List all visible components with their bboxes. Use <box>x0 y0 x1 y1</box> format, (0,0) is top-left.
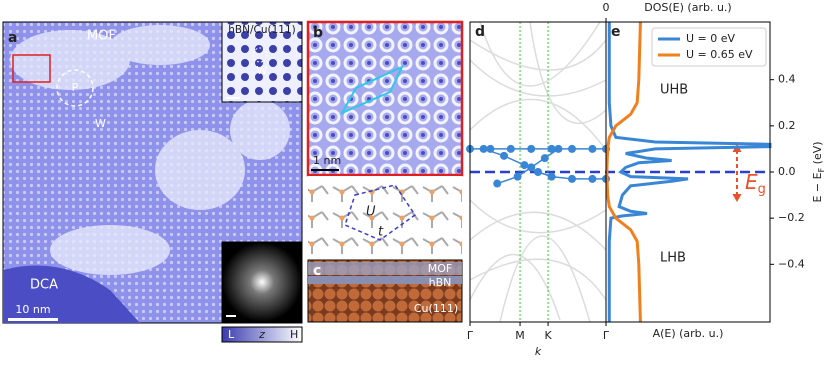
y-tick-label: −0.4 <box>778 257 805 270</box>
panel-label: d <box>475 24 485 40</box>
band-point <box>500 151 508 160</box>
y-axis-label: E − EF (eV) <box>811 141 826 202</box>
scale-label: 1 nm <box>313 154 341 167</box>
axes-frame <box>605 21 771 323</box>
y-tick-label: 0.0 <box>778 165 796 178</box>
top-axis-label: DOS(E) (arb. u.) <box>644 1 731 14</box>
scale-bar <box>8 318 58 321</box>
band-point <box>568 174 576 183</box>
label: MOF <box>428 262 452 275</box>
scale-bar <box>226 315 236 317</box>
hbn-layer <box>308 276 462 284</box>
inset-title: hBN/Cu(111) <box>228 24 295 36</box>
label: MOF <box>87 29 116 44</box>
scale-bar <box>226 97 240 99</box>
panel-b: b 1 nm U t <box>306 20 464 258</box>
band-point <box>547 144 556 153</box>
panel-label: b <box>313 25 323 41</box>
structure <box>308 176 462 258</box>
panel-c: c MOF hBN Cu(111) <box>307 259 463 323</box>
label: Cu(111) <box>414 302 458 315</box>
x-tick-label: K <box>544 329 552 342</box>
gap-main: E <box>745 170 758 194</box>
mof-layer <box>308 262 462 275</box>
y-tick-label: 0.4 <box>778 73 796 86</box>
band-point <box>534 168 542 176</box>
panel-label: c <box>313 263 321 279</box>
y-label-part: (eV) <box>811 141 824 167</box>
panel-a: a MOF P W DCA 10 nm hBN/Cu(111) W L z H <box>2 21 303 343</box>
legend-label: U = 0 eV <box>686 32 736 45</box>
pore-circle <box>56 69 94 107</box>
legend <box>651 27 767 67</box>
unit-cell <box>339 64 405 116</box>
band-point <box>540 154 549 163</box>
panel-label: e <box>611 24 621 40</box>
terraces <box>10 25 290 275</box>
bulk-bands <box>469 21 607 323</box>
colorbar <box>221 326 303 343</box>
colorbar-label: L <box>228 328 235 341</box>
annotation: LHB <box>660 251 686 266</box>
band-point <box>568 144 576 153</box>
label: W <box>95 117 106 130</box>
inset-circle <box>252 47 268 63</box>
colorbar-label: H <box>290 328 298 341</box>
colorbar-label: z <box>258 328 265 341</box>
gap-sub: g <box>758 182 766 197</box>
zoom-box <box>12 54 51 83</box>
gap-label: Eg <box>745 170 766 197</box>
lattice <box>344 184 417 241</box>
y-label-part: E − E <box>811 172 824 202</box>
y-label-part: F <box>817 167 826 172</box>
scale-label: 10 nm <box>15 303 50 316</box>
x-tick-label: 0 <box>603 1 610 14</box>
stm-zoom <box>306 20 464 177</box>
annotation: UHB <box>660 83 688 98</box>
panel-label: a <box>8 30 17 46</box>
label: P <box>72 81 79 94</box>
label: U <box>366 205 376 220</box>
label: hBN <box>429 276 452 289</box>
x-tick-label: Γ <box>603 329 610 342</box>
dca-region <box>3 265 140 323</box>
band-point <box>479 144 488 153</box>
band-point <box>513 172 522 181</box>
x-tick-label: M <box>515 329 525 342</box>
label: t <box>378 225 384 240</box>
band-point <box>493 179 502 188</box>
label: DCA <box>30 278 58 293</box>
band-point <box>588 144 597 153</box>
band-point <box>506 144 515 153</box>
band-point <box>588 174 597 183</box>
x-axis-label: A(E) (arb. u.) <box>653 327 724 340</box>
scale-bar <box>311 169 339 171</box>
band-point <box>527 163 536 172</box>
fft-inset <box>221 241 303 323</box>
legend-label: U = 0.65 eV <box>686 48 753 61</box>
y-tick-label: −0.2 <box>778 211 805 224</box>
band-point <box>520 161 529 170</box>
band-point <box>554 144 563 153</box>
label: W <box>257 64 268 77</box>
dos-line <box>605 21 642 323</box>
x-axis-label: k <box>535 345 542 358</box>
band-point <box>547 172 556 181</box>
x-tick-label: Γ <box>467 329 474 342</box>
band-point <box>527 144 536 153</box>
dos-line <box>607 22 772 322</box>
y-tick-label: 0.2 <box>778 119 796 132</box>
